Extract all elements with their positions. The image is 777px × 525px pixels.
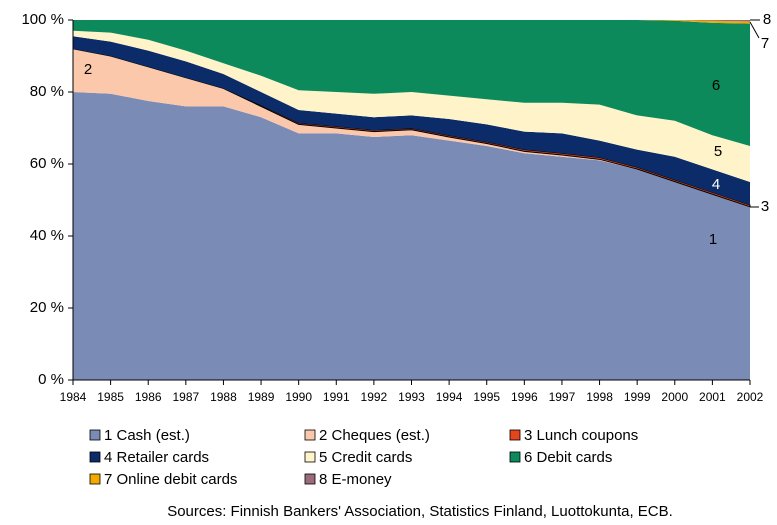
leader-line — [749, 21, 760, 39]
area-label: 6 — [712, 77, 720, 94]
area — [73, 92, 750, 380]
area-label: 2 — [84, 61, 92, 78]
legend-swatch — [89, 429, 101, 441]
area — [73, 20, 750, 146]
x-tick-label: 1993 — [398, 390, 425, 404]
legend-label: 6 Debit cards — [524, 449, 612, 466]
x-tick-label: 1995 — [473, 390, 500, 404]
x-tick-label: 1989 — [248, 390, 275, 404]
area-label: 4 — [712, 176, 720, 193]
x-tick-label: 2000 — [661, 390, 688, 404]
x-tick-label: 1990 — [285, 390, 312, 404]
x-tick-label: 1999 — [624, 390, 651, 404]
x-tick-label: 1988 — [210, 390, 237, 404]
area-label: 3 — [761, 198, 769, 215]
legend-swatch — [509, 451, 521, 463]
y-tick-label: 60 % — [30, 155, 64, 172]
x-tick-label: 1994 — [436, 390, 463, 404]
legend-swatch — [89, 473, 101, 485]
y-tick-label: 20 % — [30, 299, 64, 316]
legend-label: 8 E-money — [319, 471, 392, 488]
x-tick-label: 1996 — [511, 390, 538, 404]
legend-label: 7 Online debit cards — [104, 471, 237, 488]
x-tick-label: 1986 — [135, 390, 162, 404]
area — [73, 36, 750, 206]
legend-swatch — [304, 429, 316, 441]
x-tick-label: 2001 — [699, 390, 726, 404]
legend-swatch — [509, 429, 521, 441]
legend-swatch — [304, 451, 316, 463]
area-label: 1 — [709, 231, 717, 248]
x-tick-label: 1987 — [172, 390, 199, 404]
x-tick-label: 1985 — [97, 390, 124, 404]
x-tick-label: 1991 — [323, 390, 350, 404]
legend-label: 2 Cheques (est.) — [319, 427, 430, 444]
legend-label: 5 Credit cards — [319, 449, 412, 466]
legend-label: 3 Lunch coupons — [524, 427, 638, 444]
x-tick-label: 1992 — [361, 390, 388, 404]
area — [73, 20, 750, 24]
x-tick-label: 1997 — [549, 390, 576, 404]
y-tick-label: 0 % — [38, 371, 64, 388]
y-tick-label: 100 % — [21, 11, 64, 28]
y-tick-label: 80 % — [30, 83, 64, 100]
y-tick-label: 40 % — [30, 227, 64, 244]
legend-swatch — [304, 473, 316, 485]
legend-swatch — [89, 451, 101, 463]
legend-label: 4 Retailer cards — [104, 449, 209, 466]
area — [73, 30, 750, 182]
area-label: 5 — [714, 143, 722, 160]
area-label: 7 — [761, 35, 769, 52]
x-tick-label: 1984 — [60, 390, 87, 404]
x-tick-label: 1998 — [586, 390, 613, 404]
source-note: Sources: Finnish Bankers' Association, S… — [167, 503, 673, 520]
area-label: 8 — [763, 11, 771, 28]
x-tick-label: 2002 — [737, 390, 764, 404]
legend-label: 1 Cash (est.) — [104, 427, 190, 444]
